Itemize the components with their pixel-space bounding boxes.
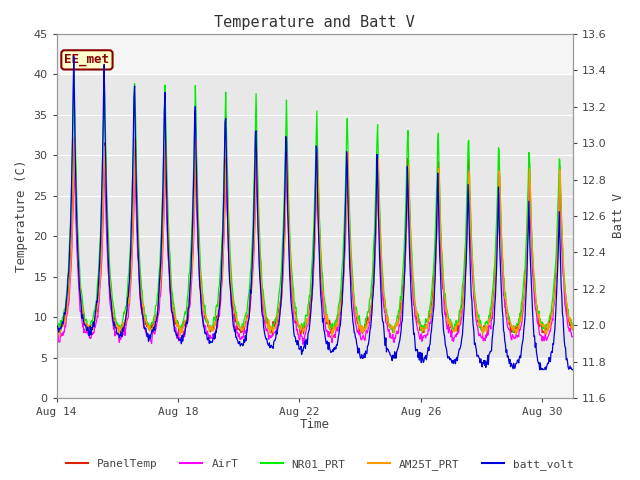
- AM25T_PRT: [365, 319, 372, 324]
- AirT: [131, 159, 139, 165]
- AirT: [321, 318, 329, 324]
- AM25T_PRT: [328, 335, 336, 340]
- PanelTemp: [365, 320, 372, 325]
- AirT: [158, 272, 166, 277]
- AirT: [299, 341, 307, 347]
- PanelTemp: [449, 329, 456, 335]
- AM25T_PRT: [113, 322, 120, 328]
- batt_volt: [536, 367, 543, 372]
- AM25T_PRT: [449, 326, 456, 332]
- AirT: [365, 325, 372, 331]
- AM25T_PRT: [53, 324, 61, 329]
- batt_volt: [53, 324, 61, 329]
- batt_volt: [364, 342, 372, 348]
- X-axis label: Time: Time: [300, 419, 330, 432]
- batt_volt: [113, 325, 120, 331]
- batt_volt: [158, 225, 166, 231]
- PanelTemp: [70, 135, 78, 141]
- AirT: [53, 335, 61, 340]
- NR01_PRT: [123, 293, 131, 299]
- Line: PanelTemp: PanelTemp: [57, 138, 573, 336]
- AirT: [112, 329, 120, 335]
- NR01_PRT: [389, 330, 397, 336]
- Legend: PanelTemp, AirT, NR01_PRT, AM25T_PRT, batt_volt: PanelTemp, AirT, NR01_PRT, AM25T_PRT, ba…: [61, 455, 579, 474]
- PanelTemp: [53, 324, 61, 329]
- NR01_PRT: [158, 216, 166, 222]
- AirT: [569, 334, 577, 340]
- PanelTemp: [321, 311, 329, 317]
- Y-axis label: Batt V: Batt V: [612, 193, 625, 239]
- Line: AirT: AirT: [57, 162, 573, 344]
- NR01_PRT: [569, 327, 577, 333]
- Line: AM25T_PRT: AM25T_PRT: [57, 136, 573, 337]
- NR01_PRT: [449, 326, 456, 332]
- batt_volt: [123, 307, 131, 313]
- Title: Temperature and Batt V: Temperature and Batt V: [214, 15, 415, 30]
- Bar: [57, 74, 573, 358]
- PanelTemp: [158, 257, 166, 263]
- Text: EE_met: EE_met: [65, 53, 109, 66]
- PanelTemp: [113, 324, 120, 330]
- AirT: [449, 338, 456, 344]
- batt_volt: [448, 359, 456, 365]
- AM25T_PRT: [158, 264, 166, 269]
- AirT: [122, 322, 130, 327]
- NR01_PRT: [321, 295, 328, 301]
- batt_volt: [569, 367, 577, 372]
- NR01_PRT: [113, 318, 120, 324]
- AM25T_PRT: [123, 312, 131, 318]
- Line: NR01_PRT: NR01_PRT: [57, 74, 573, 333]
- PanelTemp: [296, 333, 304, 339]
- batt_volt: [321, 329, 328, 335]
- batt_volt: [70, 54, 77, 60]
- AM25T_PRT: [70, 133, 78, 139]
- Line: batt_volt: batt_volt: [57, 57, 573, 370]
- AM25T_PRT: [321, 307, 328, 312]
- AM25T_PRT: [569, 324, 577, 329]
- NR01_PRT: [53, 319, 61, 325]
- PanelTemp: [569, 325, 577, 331]
- NR01_PRT: [364, 310, 372, 315]
- Y-axis label: Temperature (C): Temperature (C): [15, 160, 28, 272]
- PanelTemp: [123, 309, 131, 314]
- NR01_PRT: [70, 71, 77, 77]
